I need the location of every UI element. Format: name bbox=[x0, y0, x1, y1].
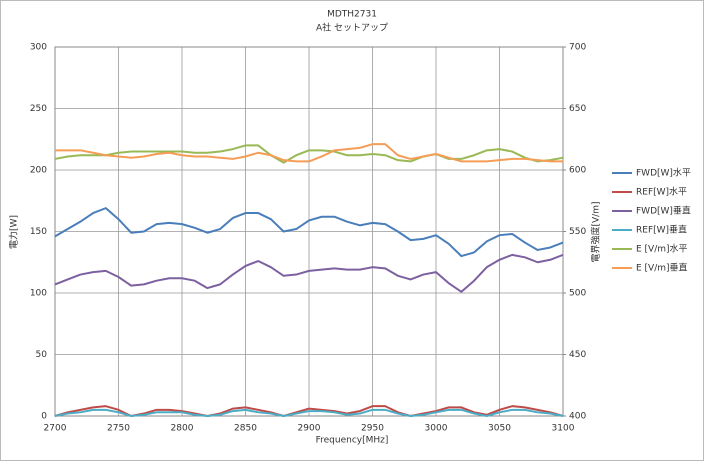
y2-tick-label: 600 bbox=[569, 166, 586, 176]
x-axis-label: Frequency[MHz] bbox=[316, 436, 389, 446]
x-tick-label: 2950 bbox=[361, 424, 384, 434]
y2-tick-label: 400 bbox=[569, 412, 586, 422]
chart-title: MDTH2731 bbox=[327, 10, 377, 20]
x-tick-label: 2900 bbox=[298, 424, 321, 434]
y-tick-label: 250 bbox=[30, 104, 47, 114]
series-line bbox=[55, 143, 563, 163]
y2-tick-label: 550 bbox=[569, 227, 586, 237]
y-tick-label: 150 bbox=[30, 227, 47, 237]
legend-label: REF[W]垂直 bbox=[636, 224, 687, 236]
y-tick-label: 0 bbox=[41, 412, 47, 422]
x-tick-label: 2700 bbox=[44, 424, 67, 434]
series-line bbox=[54, 144, 564, 164]
legend-label: E [V/m]垂直 bbox=[636, 262, 688, 274]
legend-label: REF[W]水平 bbox=[636, 186, 687, 198]
x-tick-label: 2850 bbox=[234, 424, 257, 434]
y-tick-label: 50 bbox=[36, 350, 48, 360]
legend-label: E [V/m]水平 bbox=[636, 243, 688, 255]
chart-subtitle: A社 セットアップ bbox=[316, 22, 388, 34]
legend-label: FWD[W]垂直 bbox=[636, 205, 691, 217]
series-line bbox=[54, 207, 564, 258]
y-tick-label: 200 bbox=[30, 166, 47, 176]
x-tick-label: 2800 bbox=[171, 424, 194, 434]
y2-tick-label: 650 bbox=[569, 104, 586, 114]
legend-label: FWD[W]水平 bbox=[636, 167, 691, 179]
y2-axis-label: 電界強度[V/m] bbox=[590, 202, 602, 263]
plot-area bbox=[54, 46, 564, 417]
y-tick-label: 100 bbox=[30, 289, 47, 299]
series-line bbox=[54, 253, 564, 293]
y2-tick-label: 500 bbox=[569, 289, 586, 299]
y2-tick-label: 450 bbox=[569, 350, 586, 360]
series-line bbox=[54, 408, 564, 417]
y-tick-label: 300 bbox=[30, 43, 47, 53]
x-tick-label: 3050 bbox=[488, 424, 511, 434]
x-tick-label: 3100 bbox=[552, 424, 575, 434]
y-axis-label: 電力[W] bbox=[8, 215, 20, 249]
x-tick-label: 3000 bbox=[425, 424, 448, 434]
x-tick-label: 2750 bbox=[107, 424, 130, 434]
y2-tick-label: 700 bbox=[569, 43, 586, 53]
